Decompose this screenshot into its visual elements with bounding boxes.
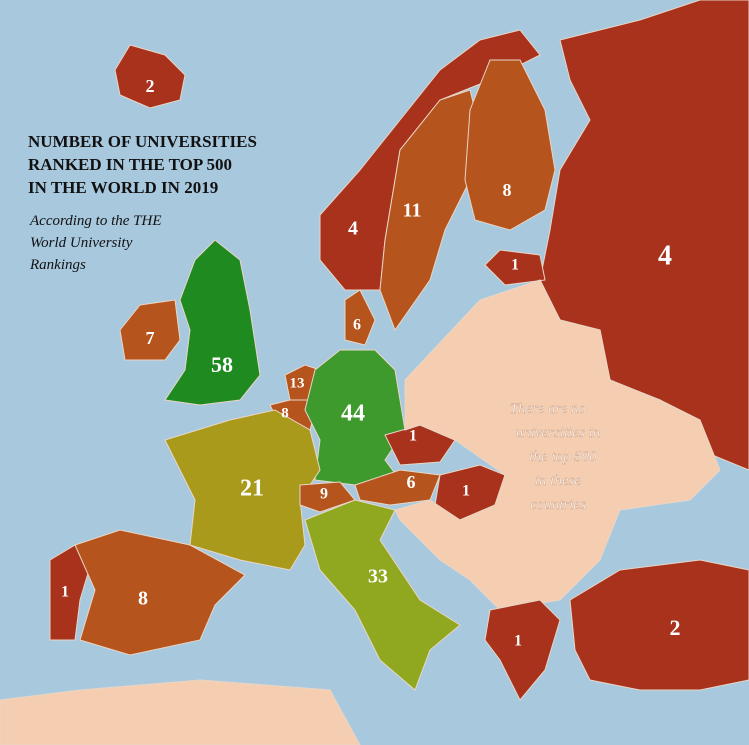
subtitle-line: According to the THE — [29, 213, 162, 229]
title-line: IN THE WORLD IN 2019 — [28, 178, 218, 197]
region-count: 58 — [211, 352, 233, 377]
annotation-line: universities in — [516, 425, 601, 441]
annotation-line: countries — [530, 497, 586, 513]
region-count: 1 — [514, 633, 522, 650]
region-count: 6 — [407, 472, 416, 492]
subtitle-line: Rankings — [29, 257, 86, 273]
region-count: 4 — [658, 240, 672, 271]
annotation-line: There are no — [510, 401, 587, 417]
subtitle-line: World University — [30, 235, 133, 251]
annotation-line: the top 500 — [529, 449, 597, 465]
title-line: NUMBER OF UNIVERSITIES — [28, 132, 257, 151]
region-count: 13 — [290, 375, 305, 391]
region-count: 8 — [138, 588, 148, 610]
region-count: 8 — [281, 405, 289, 421]
region-count: 21 — [240, 476, 264, 502]
region-count: 1 — [462, 483, 470, 500]
region-count: 33 — [368, 566, 388, 588]
region-count: 8 — [503, 180, 512, 200]
region-count: 11 — [403, 200, 422, 222]
annotation-line: in these — [535, 473, 582, 489]
region-count: 7 — [146, 328, 155, 348]
region-count: 2 — [670, 615, 681, 640]
region-count: 1 — [511, 257, 519, 274]
labels: NUMBER OF UNIVERSITIES RANKED IN THE TOP… — [28, 76, 681, 650]
region-count: 2 — [146, 76, 155, 96]
title-line: RANKED IN THE TOP 500 — [28, 155, 232, 174]
region-count: 1 — [409, 428, 417, 445]
region-count: 6 — [353, 317, 361, 334]
region-count: 9 — [320, 486, 328, 503]
region-count: 44 — [341, 401, 365, 427]
region-count: 4 — [348, 218, 358, 240]
region-count: 1 — [61, 584, 69, 601]
